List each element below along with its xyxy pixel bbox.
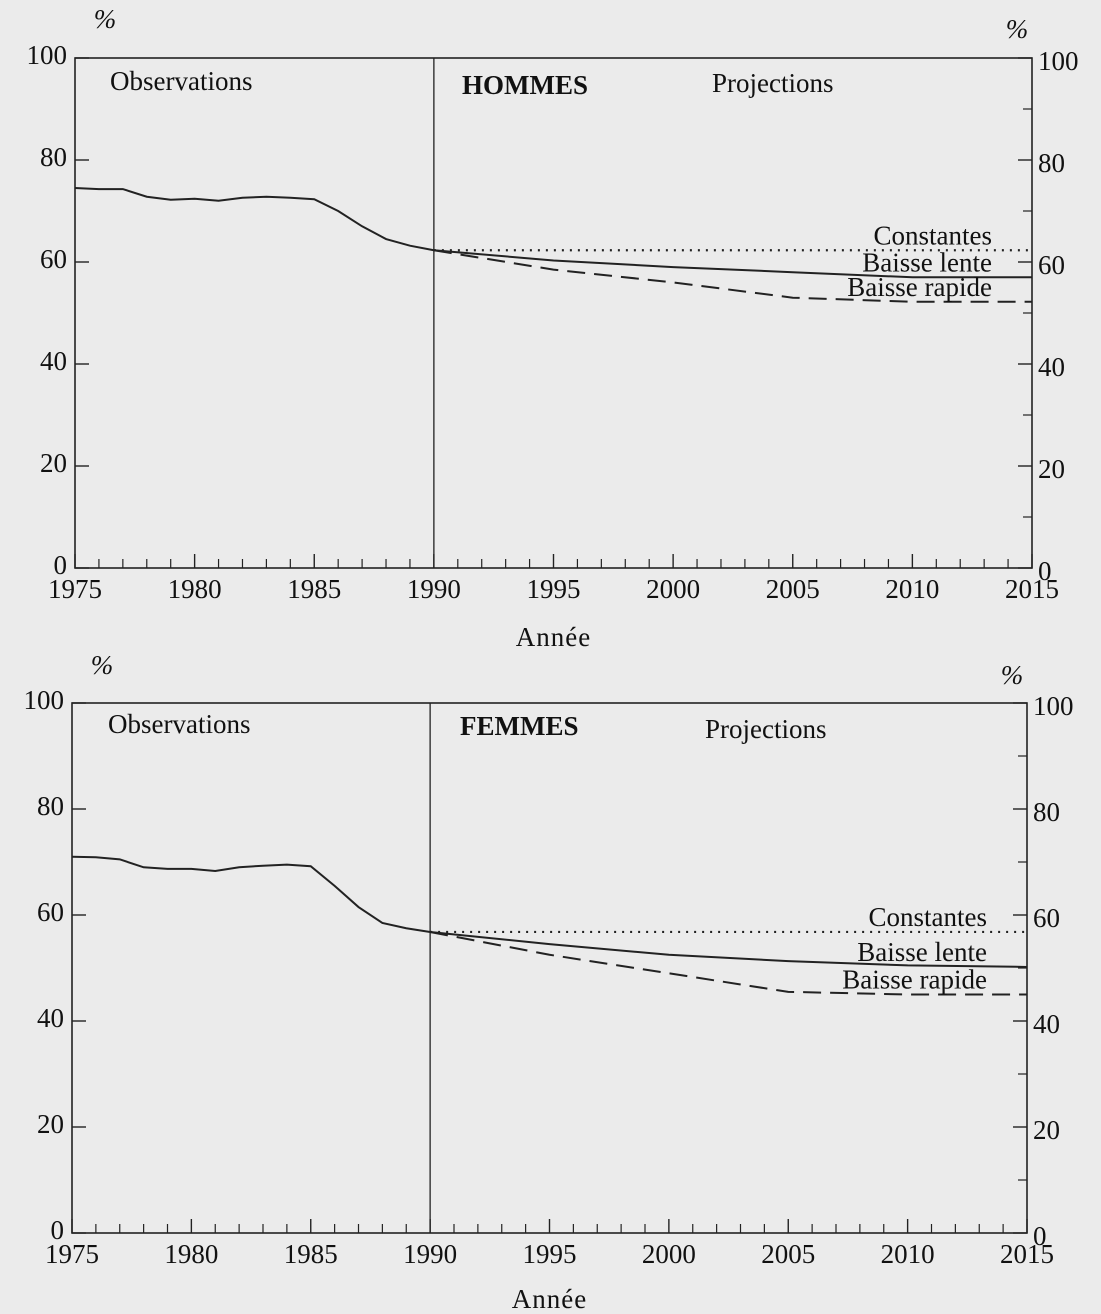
y2-tick-label: 100 [1038,46,1079,76]
y-tick-label: 100 [24,685,65,715]
series-line [430,930,1028,968]
x-tick-label: 2005 [766,574,820,604]
region-label: Projections [712,68,834,98]
x-tick-label: 1985 [287,574,341,604]
y-tick-label: 40 [40,346,67,376]
x-tick-label: 1995 [527,574,581,604]
region-label: Projections [705,714,827,744]
series-label: Baisse rapide [847,272,992,302]
y2-tick-label: 20 [1038,454,1065,484]
region-label: Observations [108,709,250,739]
y-tick-label: 60 [37,897,64,927]
series-line [74,187,435,252]
series-label: Baisse lente [857,937,987,967]
x-tick-label: 1980 [164,1239,218,1269]
x-tick-label: 2010 [885,574,939,604]
y2-tick-label: 100 [1033,691,1074,721]
x-tick-label: 1985 [284,1239,338,1269]
x-axis-label: Année [516,622,591,652]
y2-tick-label: 40 [1038,352,1065,382]
panel-title: FEMMES [460,711,579,741]
series-line [433,249,1032,279]
y-tick-label: 20 [40,448,67,478]
x-axis-label: Année [512,1284,587,1314]
series-line [71,855,431,933]
y-tick-label: 20 [37,1109,64,1139]
series-line [433,249,1032,303]
x-tick-label: 2000 [642,1239,696,1269]
series-label: Baisse lente [862,248,992,278]
x-tick-label: 1975 [45,1239,99,1269]
x-tick-label: 2010 [881,1239,935,1269]
y-tick-label: 100 [27,40,68,70]
y2-axis-label: % [1001,660,1024,690]
series-line [429,930,1027,996]
y2-tick-label: 0 [1038,556,1052,586]
y-tick-label: 80 [40,142,67,172]
x-tick-label: 1990 [407,574,461,604]
y2-tick-label: 20 [1033,1115,1060,1145]
y2-tick-label: 80 [1033,797,1060,827]
y-tick-label: 80 [37,791,64,821]
y2-tick-label: 80 [1038,148,1065,178]
y2-tick-label: 0 [1033,1221,1047,1251]
series-label: Constantes [874,220,993,250]
y-tick-label: 40 [37,1003,64,1033]
y-tick-label: 60 [40,244,67,274]
x-tick-label: 2015 [1005,574,1059,604]
y-axis-label: % [94,4,117,34]
x-tick-label: 1975 [48,574,102,604]
x-tick-label: 1990 [403,1239,457,1269]
y-axis-label: % [91,650,114,680]
y2-axis-label: % [1006,14,1029,44]
series-label: Constantes [869,902,988,932]
y2-tick-label: 60 [1033,903,1060,933]
y2-tick-label: 60 [1038,250,1065,280]
x-tick-label: 1995 [523,1239,577,1269]
plot-frame [74,57,1033,569]
x-tick-label: 2005 [761,1239,815,1269]
y-tick-label: 0 [51,1215,65,1245]
x-tick-label: 2000 [646,574,700,604]
y2-tick-label: 40 [1033,1009,1060,1039]
panel-title: HOMMES [462,70,588,100]
x-tick-label: 2015 [1000,1239,1054,1269]
x-tick-label: 1980 [168,574,222,604]
region-label: Observations [110,66,252,96]
series-label: Baisse rapide [842,965,987,995]
y-tick-label: 0 [54,550,68,580]
